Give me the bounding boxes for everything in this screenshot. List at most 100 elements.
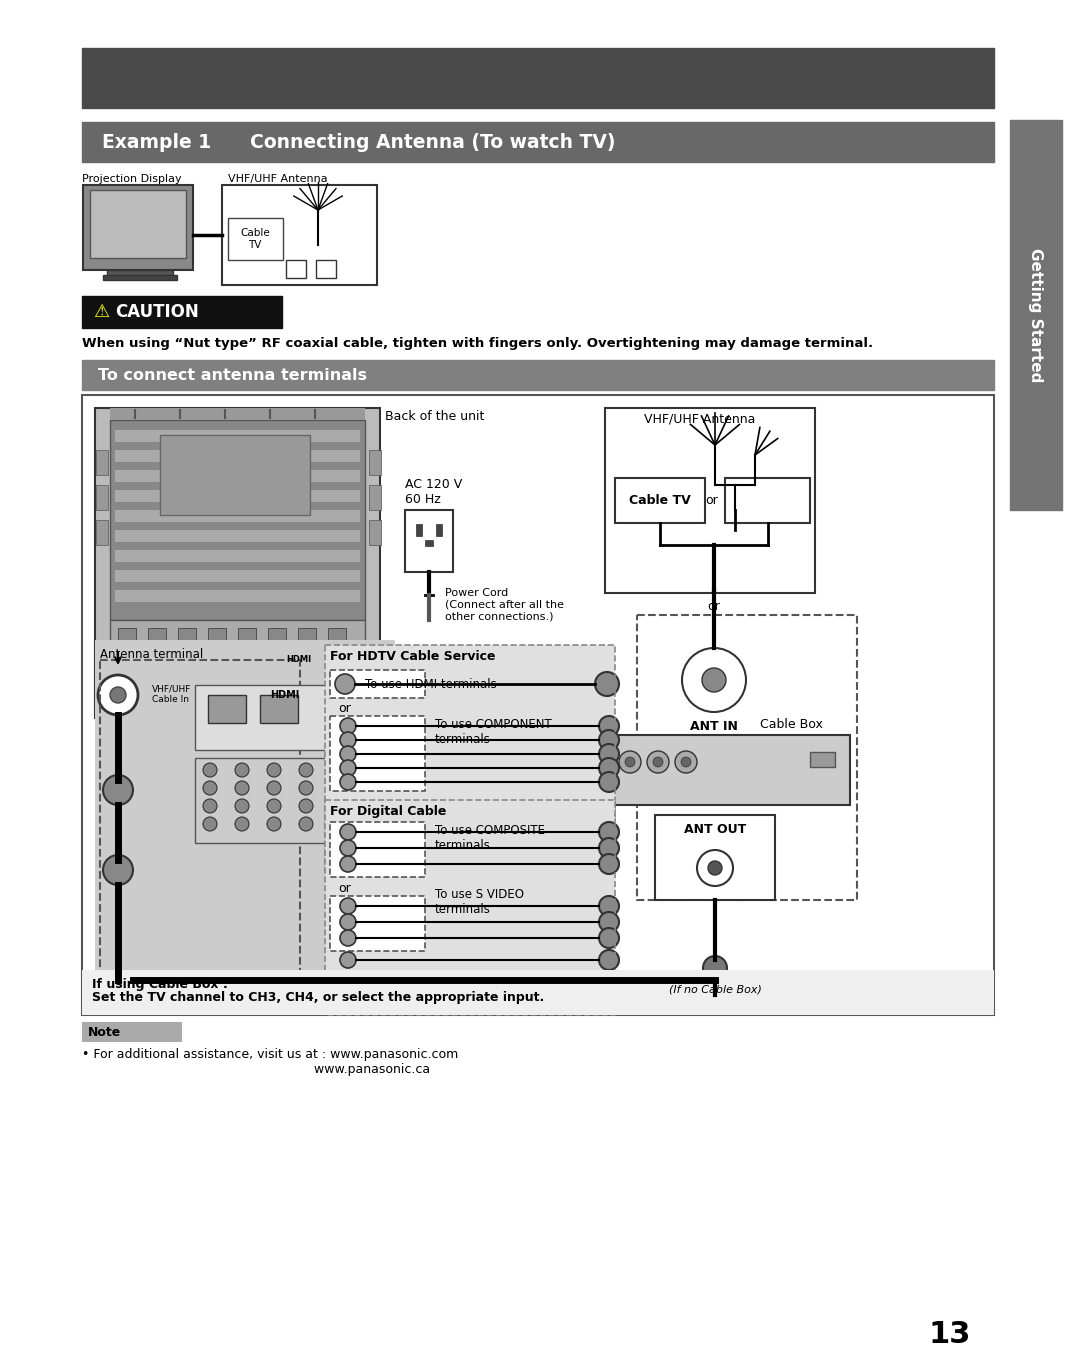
Bar	[298, 628, 316, 642]
Bar	[605, 735, 850, 806]
Bar	[330, 822, 426, 876]
Bar	[296, 647, 324, 671]
Bar	[436, 523, 442, 536]
Text: or: or	[705, 493, 718, 507]
Circle shape	[127, 657, 139, 669]
Text: (If no Cable Box): (If no Cable Box)	[669, 985, 761, 995]
Circle shape	[599, 744, 619, 765]
Bar	[114, 551, 360, 562]
Circle shape	[152, 657, 164, 669]
Circle shape	[340, 898, 356, 915]
Bar	[369, 521, 381, 545]
Circle shape	[599, 838, 619, 857]
Circle shape	[340, 761, 356, 776]
Bar	[114, 470, 360, 483]
Circle shape	[599, 822, 619, 842]
Circle shape	[340, 951, 356, 968]
Bar	[82, 1022, 183, 1041]
Bar	[325, 800, 615, 1015]
Bar	[654, 815, 775, 900]
Text: To use S VIDEO
terminals: To use S VIDEO terminals	[435, 889, 524, 916]
Bar	[120, 650, 240, 710]
Circle shape	[340, 856, 356, 872]
Circle shape	[267, 799, 281, 812]
Text: When using “Nut type” RF coaxial cable, tighten with fingers only. Overtightenin: When using “Nut type” RF coaxial cable, …	[82, 337, 873, 350]
Circle shape	[299, 816, 313, 831]
Bar	[325, 800, 615, 1015]
Circle shape	[330, 763, 345, 777]
Circle shape	[110, 687, 126, 703]
Circle shape	[299, 799, 313, 812]
Bar	[82, 48, 994, 108]
Bar	[316, 260, 336, 278]
Bar	[369, 485, 381, 510]
Circle shape	[177, 657, 189, 669]
Circle shape	[599, 716, 619, 736]
Text: Antenna terminal: Antenna terminal	[100, 647, 203, 661]
Text: Getting Started: Getting Started	[1028, 248, 1043, 382]
Circle shape	[330, 781, 345, 795]
Bar	[330, 716, 426, 791]
Text: Power Cord
(Connect after all the
other connections.): Power Cord (Connect after all the other …	[445, 587, 564, 622]
Circle shape	[152, 673, 164, 686]
Text: HDMI: HDMI	[270, 690, 299, 701]
Bar	[114, 530, 360, 542]
Bar	[195, 686, 380, 750]
Bar	[110, 420, 365, 620]
Bar	[286, 260, 306, 278]
Circle shape	[330, 799, 345, 812]
Circle shape	[340, 915, 356, 930]
Circle shape	[177, 673, 189, 686]
Text: Back of the unit: Back of the unit	[384, 410, 484, 423]
Circle shape	[599, 950, 619, 970]
Text: www.panasonic.ca: www.panasonic.ca	[82, 1063, 430, 1075]
Bar	[110, 620, 365, 710]
Text: If using Cable Box :: If using Cable Box :	[92, 979, 228, 991]
Circle shape	[599, 855, 619, 874]
Text: Cable TV: Cable TV	[630, 493, 691, 507]
Bar	[222, 185, 377, 285]
Bar	[160, 435, 310, 515]
Circle shape	[203, 763, 217, 777]
Bar	[238, 628, 256, 642]
Bar	[110, 408, 365, 420]
Text: To use COMPOSITE
terminals: To use COMPOSITE terminals	[435, 825, 545, 852]
Circle shape	[681, 756, 691, 767]
Bar	[330, 671, 426, 698]
Bar	[96, 521, 108, 545]
Text: ANT OUT: ANT OUT	[684, 823, 746, 836]
Circle shape	[599, 771, 619, 792]
Text: ⚠: ⚠	[93, 303, 109, 322]
Circle shape	[340, 732, 356, 748]
Text: or: or	[338, 882, 351, 895]
Circle shape	[702, 668, 726, 692]
Circle shape	[235, 816, 249, 831]
Bar	[148, 628, 166, 642]
Circle shape	[653, 756, 663, 767]
Text: Set the TV channel to CH3, CH4, or select the appropriate input.: Set the TV channel to CH3, CH4, or selec…	[92, 991, 544, 1005]
Text: VHF/UHF Antenna: VHF/UHF Antenna	[645, 413, 756, 427]
Bar	[95, 641, 395, 1000]
Circle shape	[267, 763, 281, 777]
Circle shape	[335, 673, 355, 694]
Circle shape	[675, 751, 697, 773]
Circle shape	[235, 763, 249, 777]
Bar	[118, 628, 136, 642]
Circle shape	[299, 781, 313, 795]
Bar	[405, 510, 453, 572]
Bar	[100, 660, 300, 1000]
Bar	[114, 570, 360, 582]
Text: Projection Display: Projection Display	[82, 174, 181, 184]
Text: • For additional assistance, visit us at : www.panasonic.com: • For additional assistance, visit us at…	[82, 1048, 458, 1060]
Bar	[178, 628, 195, 642]
Circle shape	[103, 776, 133, 806]
Bar	[260, 695, 298, 722]
Text: For Digital Cable: For Digital Cable	[330, 806, 446, 818]
Circle shape	[599, 731, 619, 750]
Circle shape	[235, 799, 249, 812]
Circle shape	[202, 690, 214, 701]
Circle shape	[203, 799, 217, 812]
Bar	[605, 408, 815, 593]
Text: AC 120 V
60 Hz: AC 120 V 60 Hz	[405, 478, 462, 506]
Bar	[369, 450, 381, 474]
